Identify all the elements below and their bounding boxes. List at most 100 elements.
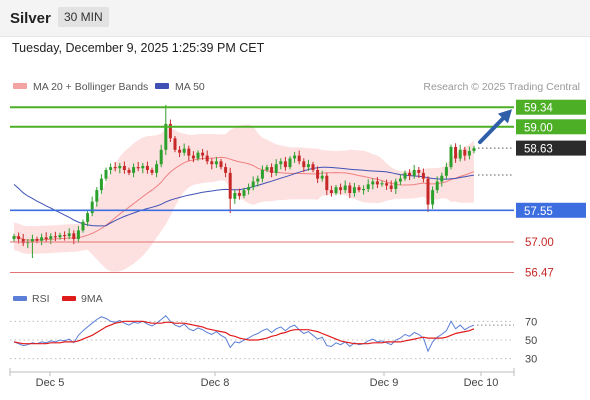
candle bbox=[454, 143, 458, 163]
candle-body bbox=[26, 241, 30, 244]
candle bbox=[444, 162, 448, 180]
research-credit: Research © 2025 Trading Central bbox=[423, 81, 580, 93]
ma20-line bbox=[13, 156, 475, 241]
candle bbox=[431, 186, 435, 209]
candle-body bbox=[339, 187, 343, 191]
candle-body bbox=[178, 149, 182, 153]
candle bbox=[311, 161, 315, 173]
candle bbox=[463, 146, 467, 161]
candle bbox=[81, 219, 85, 233]
candle-body bbox=[366, 184, 370, 189]
candle-body bbox=[81, 221, 85, 231]
candle bbox=[205, 150, 209, 165]
ma20-legend-swatch bbox=[13, 83, 27, 89]
candle bbox=[371, 178, 375, 190]
candle-body bbox=[449, 146, 453, 168]
candle bbox=[224, 163, 228, 178]
candle bbox=[302, 158, 306, 173]
candle-body bbox=[316, 169, 320, 179]
candle bbox=[366, 179, 370, 192]
time-tick-label: Dec 9 bbox=[370, 377, 399, 389]
forecast-arrow-head bbox=[497, 109, 512, 124]
candle-body bbox=[122, 165, 126, 170]
timestamp: Tuesday, December 9, 2025 1:25:39 PM CET bbox=[12, 41, 265, 55]
candle bbox=[196, 150, 200, 161]
candle bbox=[86, 209, 90, 227]
candle-body bbox=[201, 152, 205, 156]
time-tick-label: Dec 10 bbox=[464, 377, 499, 389]
candle-body bbox=[40, 237, 44, 241]
candle bbox=[159, 144, 163, 168]
support-value: 57.55 bbox=[524, 206, 553, 218]
candle-body bbox=[44, 237, 48, 240]
candle bbox=[136, 162, 140, 172]
candle-body bbox=[417, 169, 421, 173]
candle-body bbox=[260, 169, 264, 179]
candle-body bbox=[247, 187, 251, 191]
candle bbox=[132, 163, 136, 178]
candle bbox=[394, 178, 398, 195]
candle-body bbox=[251, 181, 255, 188]
candle-body bbox=[53, 236, 57, 238]
candle bbox=[214, 156, 218, 168]
candle bbox=[178, 146, 182, 158]
candle-body bbox=[136, 167, 140, 169]
candle-body bbox=[72, 233, 76, 240]
candle bbox=[403, 170, 407, 181]
candle bbox=[435, 176, 439, 194]
candlestick-area bbox=[12, 104, 476, 272]
candle bbox=[90, 196, 94, 217]
candle bbox=[168, 119, 172, 142]
resistance-tag bbox=[516, 119, 586, 135]
candle bbox=[357, 184, 361, 193]
candle-body bbox=[145, 165, 149, 170]
candle bbox=[118, 162, 122, 174]
candle-body bbox=[228, 172, 232, 199]
rsi-ma-legend-label: 9MA bbox=[81, 293, 103, 305]
candle-body bbox=[58, 235, 62, 238]
candle-body bbox=[90, 201, 94, 214]
time-tick-label: Dec 8 bbox=[201, 377, 230, 389]
candle bbox=[348, 182, 352, 199]
rsi-legend-swatch bbox=[13, 296, 27, 301]
candle-body bbox=[141, 165, 145, 169]
candle-body bbox=[104, 169, 108, 179]
candle-body bbox=[412, 169, 416, 176]
candle-body bbox=[297, 155, 301, 162]
candle-body bbox=[219, 161, 223, 168]
candle bbox=[270, 163, 274, 178]
candle-body bbox=[311, 164, 315, 170]
candle bbox=[325, 172, 329, 196]
candle bbox=[173, 136, 177, 153]
forecast-arrow-shaft bbox=[478, 112, 510, 145]
candle-body bbox=[371, 181, 375, 185]
candle bbox=[141, 162, 145, 174]
candle bbox=[63, 231, 67, 241]
candle bbox=[26, 238, 30, 249]
candle-body bbox=[435, 181, 439, 191]
candle-body bbox=[444, 167, 448, 176]
candle-body bbox=[67, 233, 71, 237]
candle bbox=[293, 151, 297, 163]
candle-body bbox=[394, 181, 398, 189]
last-price-tag bbox=[516, 140, 586, 156]
time-tick-label: Dec 5 bbox=[36, 377, 65, 389]
candle-body bbox=[421, 172, 425, 179]
candle bbox=[389, 180, 393, 192]
candle-body bbox=[398, 178, 402, 182]
candle bbox=[398, 174, 402, 186]
candle bbox=[12, 233, 16, 242]
timeframe-badge[interactable]: 30 MIN bbox=[58, 7, 109, 27]
target-value: 56.47 bbox=[525, 267, 554, 279]
candle bbox=[67, 228, 71, 240]
candle-body bbox=[454, 146, 458, 159]
candle-body bbox=[274, 164, 278, 173]
candle-body bbox=[86, 213, 90, 222]
rsi-line bbox=[13, 314, 475, 353]
candle-body bbox=[343, 185, 347, 191]
candle bbox=[385, 179, 389, 190]
candle bbox=[362, 185, 366, 195]
candle bbox=[95, 187, 99, 207]
candle-body bbox=[109, 167, 113, 170]
instrument-title: Silver bbox=[10, 10, 51, 27]
